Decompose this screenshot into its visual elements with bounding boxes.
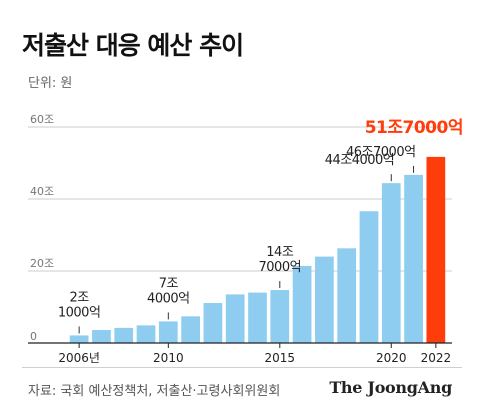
- annotation-label: 4000억: [147, 291, 190, 306]
- bar-2017: [315, 256, 334, 343]
- bar-2006: [69, 335, 89, 343]
- bar-2007: [92, 330, 111, 343]
- y-tick-label: 20조: [30, 257, 54, 270]
- annotation-label: 2조: [70, 290, 90, 305]
- x-tick-label: 2022: [421, 351, 452, 365]
- footer-divider: [22, 367, 462, 368]
- bar-2013: [225, 294, 245, 343]
- bar-2014: [248, 292, 267, 343]
- bar-2011: [181, 316, 200, 343]
- x-tick-label: 2015: [265, 351, 296, 365]
- bar-2021: [404, 174, 423, 343]
- bar-2012: [203, 303, 223, 343]
- unit-label: 단위: 원: [28, 76, 73, 91]
- annotation-label: 1000억: [58, 305, 101, 320]
- bar-2009: [136, 325, 156, 343]
- x-tick-label: 2006년: [58, 351, 100, 365]
- annotation-label: 46조7000억: [346, 145, 416, 160]
- x-tick-label: 2010: [153, 351, 184, 365]
- x-tick-label: 2020: [376, 351, 407, 365]
- annotation-label: 7000억: [259, 260, 302, 275]
- brand-logo: The JoongAng: [329, 378, 452, 397]
- y-tick-label: 60조: [30, 113, 54, 126]
- bar-2020: [381, 183, 401, 343]
- bar-2015: [270, 290, 290, 343]
- highlight-value-label: 51조7000억: [365, 118, 463, 138]
- y-tick-label: 0: [30, 330, 37, 343]
- source-note: 자료: 국회 예산정책처, 저출산·고령사회위원회: [28, 384, 281, 399]
- annotation-label: 14조: [266, 245, 294, 260]
- bar-2010: [158, 321, 178, 343]
- annotation-label: 7조: [159, 276, 179, 291]
- y-tick-label: 40조: [30, 185, 54, 198]
- annotation-label: 44조4000억: [325, 153, 395, 168]
- chart-title: 저출산 대응 예산 추이: [22, 31, 244, 60]
- bar-2008: [114, 327, 134, 343]
- bar-2018: [337, 248, 357, 343]
- bar-2022: [426, 156, 446, 343]
- bar-2019: [359, 211, 379, 343]
- bar-2016: [292, 265, 312, 343]
